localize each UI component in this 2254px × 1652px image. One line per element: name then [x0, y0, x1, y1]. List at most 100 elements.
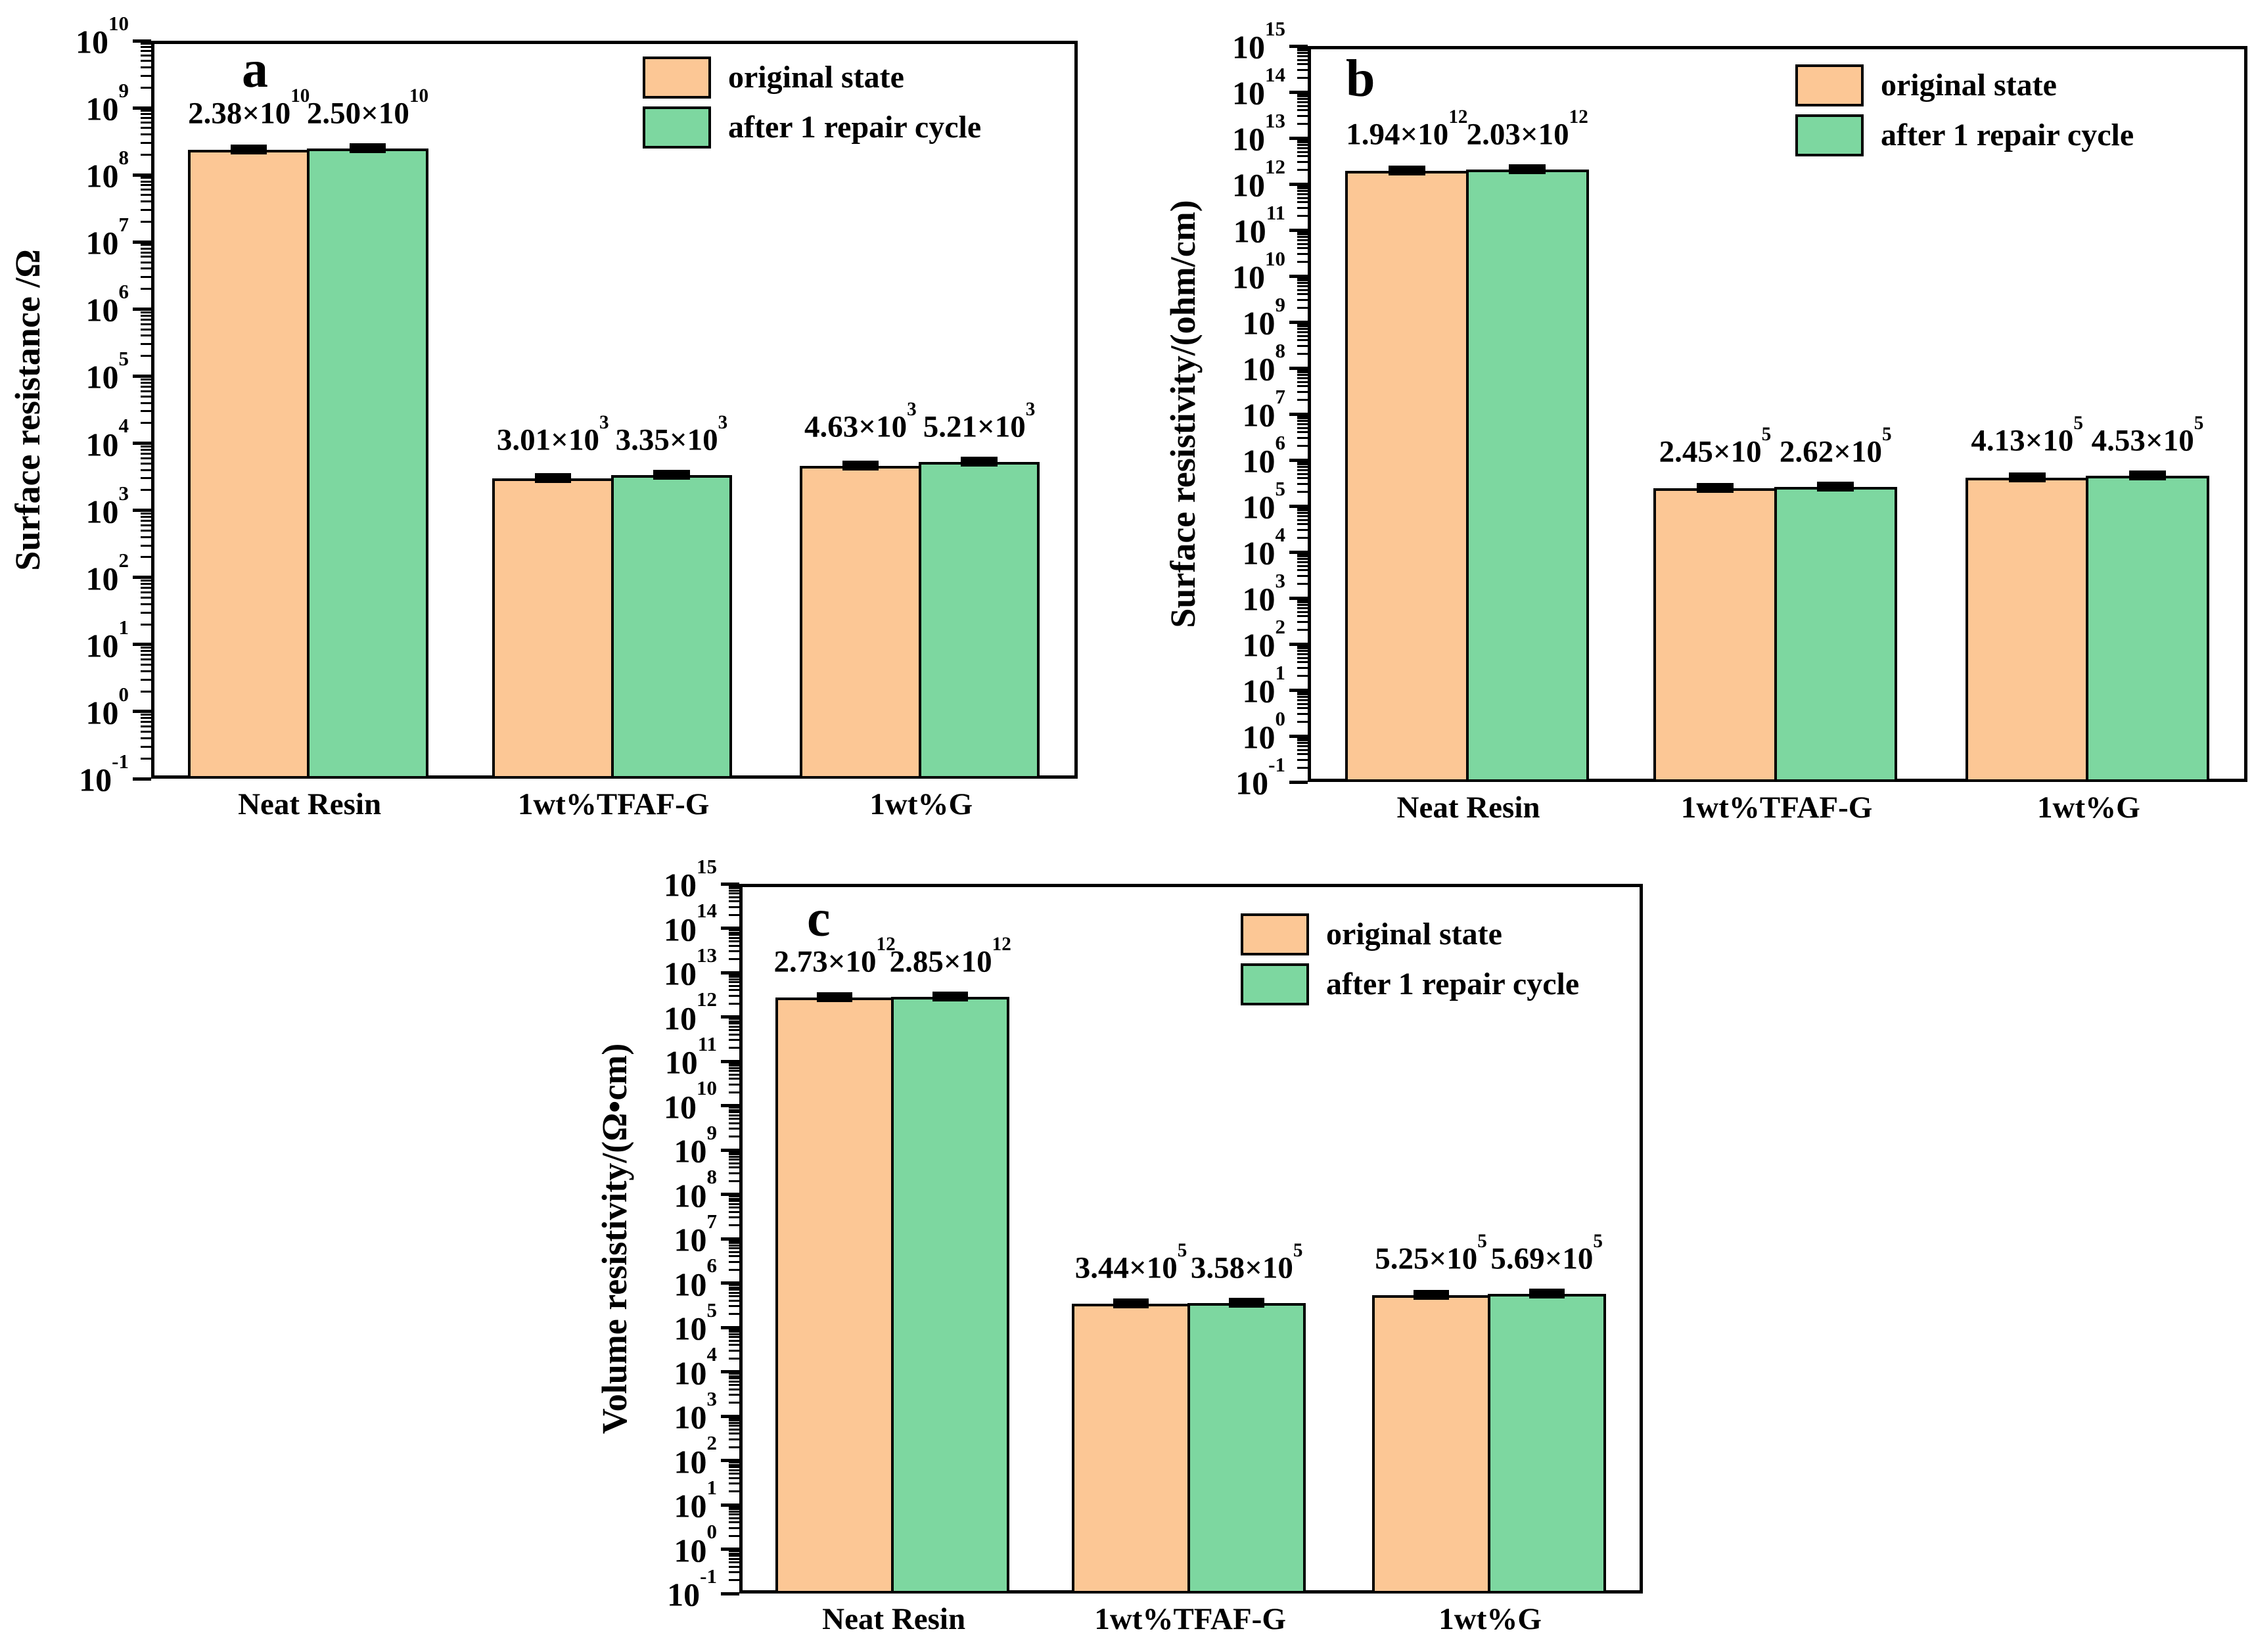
- y-major-tick-b: [1289, 780, 1308, 784]
- y-minor-tick-b: [1297, 169, 1308, 172]
- y-minor-tick-b: [1297, 69, 1308, 72]
- y-minor-tick-c: [729, 1136, 739, 1138]
- y-minor-tick-b: [1297, 334, 1308, 337]
- y-tick-label-c: 104: [674, 1342, 718, 1392]
- y-major-tick-c: [721, 1193, 739, 1196]
- y-major-tick-c: [721, 1059, 739, 1063]
- y-minor-tick-b: [1297, 187, 1308, 190]
- y-minor-tick-b: [1297, 233, 1308, 236]
- y-minor-tick-b: [1297, 491, 1308, 493]
- y-minor-tick-a: [141, 529, 151, 532]
- y-minor-tick-a: [141, 519, 151, 522]
- y-minor-tick-c: [729, 1151, 739, 1153]
- y-minor-tick-b: [1297, 537, 1308, 539]
- y-minor-tick-c: [729, 976, 739, 978]
- y-minor-tick-b: [1297, 518, 1308, 521]
- y-minor-tick-c: [729, 1473, 739, 1475]
- y-minor-tick-b: [1297, 675, 1308, 677]
- y-major-tick-b: [1289, 274, 1308, 278]
- y-minor-tick-c: [729, 1083, 739, 1086]
- y-minor-tick-c: [729, 1244, 739, 1247]
- y-minor-tick-a: [141, 721, 151, 723]
- y-minor-tick-b: [1297, 445, 1308, 447]
- y-minor-tick-c: [729, 1111, 739, 1114]
- y-minor-tick-c: [729, 1289, 739, 1291]
- y-minor-tick-a: [141, 410, 151, 413]
- panel-letter-a: a: [242, 41, 268, 99]
- y-minor-tick-b: [1297, 391, 1308, 394]
- y-minor-tick-a: [141, 477, 151, 480]
- y-minor-tick-a: [141, 556, 151, 559]
- y-minor-tick-c: [729, 1159, 739, 1161]
- legend-row-original: original state: [1241, 913, 1579, 955]
- y-minor-tick-c: [729, 989, 739, 992]
- y-major-tick-a: [133, 442, 151, 446]
- y-minor-tick-b: [1297, 236, 1308, 239]
- y-tick-label-b: 108: [1242, 338, 1286, 388]
- y-minor-tick-c: [729, 1268, 739, 1271]
- error-bar-cap: [1413, 1290, 1449, 1300]
- y-minor-tick-b: [1297, 601, 1308, 604]
- y-minor-tick-c: [729, 887, 739, 890]
- y-minor-tick-c: [729, 1534, 739, 1537]
- y-minor-tick-b: [1297, 369, 1308, 371]
- y-minor-tick-a: [141, 55, 151, 57]
- y-minor-tick-b: [1297, 523, 1308, 526]
- error-bar-cap: [1817, 481, 1854, 492]
- y-minor-tick-a: [141, 757, 151, 760]
- y-minor-tick-b: [1297, 739, 1308, 742]
- y-tick-label-b: 103: [1242, 568, 1286, 618]
- y-minor-tick-b: [1297, 569, 1308, 572]
- y-tick-label-c: 100: [674, 1520, 718, 1569]
- y-minor-tick-b: [1297, 288, 1308, 291]
- bar-repair-1wt-g: [2086, 476, 2209, 782]
- y-minor-tick-b: [1297, 247, 1308, 250]
- y-minor-tick-b: [1297, 558, 1308, 561]
- error-bar-cap: [231, 144, 267, 154]
- error-bar-cap: [932, 991, 969, 1001]
- y-minor-tick-b: [1297, 253, 1308, 256]
- y-minor-tick-c: [729, 1357, 739, 1360]
- y-minor-tick-c: [729, 1313, 739, 1316]
- bar-original-1wt-g: [800, 465, 921, 779]
- y-minor-tick-a: [141, 611, 151, 614]
- y-minor-tick-c: [729, 1162, 739, 1164]
- y-minor-tick-b: [1297, 583, 1308, 585]
- y-major-tick-c: [721, 1548, 739, 1551]
- y-minor-tick-c: [729, 1122, 739, 1124]
- y-minor-tick-b: [1297, 323, 1308, 325]
- value-label-original: 2.73×1012: [773, 933, 896, 979]
- y-minor-tick-c: [729, 1466, 739, 1469]
- y-minor-tick-a: [141, 323, 151, 325]
- y-minor-tick-c: [729, 1107, 739, 1109]
- y-minor-tick-a: [141, 623, 151, 626]
- y-minor-tick-c: [729, 1242, 739, 1245]
- y-minor-tick-a: [141, 311, 151, 313]
- y-minor-tick-c: [729, 1224, 739, 1227]
- y-tick-label-c: 105: [674, 1298, 718, 1347]
- y-minor-tick-c: [729, 1195, 739, 1198]
- y-major-tick-a: [133, 106, 151, 110]
- error-bar-cap: [1509, 164, 1546, 175]
- y-minor-tick-c: [729, 1505, 739, 1508]
- y-minor-tick-a: [141, 402, 151, 404]
- y-major-tick-c: [721, 1459, 739, 1462]
- y-minor-tick-a: [141, 717, 151, 720]
- y-minor-tick-c: [729, 1477, 739, 1479]
- bar-repair-neat-resin: [891, 996, 1010, 1594]
- y-minor-tick-b: [1297, 575, 1308, 578]
- y-minor-tick-b: [1297, 415, 1308, 417]
- y-major-tick-b: [1289, 44, 1308, 48]
- y-major-tick-c: [721, 1592, 739, 1595]
- y-minor-tick-c: [729, 1552, 739, 1555]
- y-minor-tick-c: [729, 1002, 739, 1005]
- legend-swatch-repair: [1795, 114, 1864, 156]
- value-label-original: 3.01×103: [496, 412, 609, 457]
- y-minor-tick-b: [1297, 150, 1308, 153]
- y-major-tick-a: [133, 39, 151, 43]
- y-minor-tick-c: [729, 1438, 739, 1440]
- legend-label-repair: after 1 repair cycle: [1326, 967, 1580, 1001]
- legend-label-repair: after 1 repair cycle: [728, 110, 982, 145]
- y-major-tick-c: [721, 882, 739, 886]
- y-minor-tick-a: [141, 670, 151, 672]
